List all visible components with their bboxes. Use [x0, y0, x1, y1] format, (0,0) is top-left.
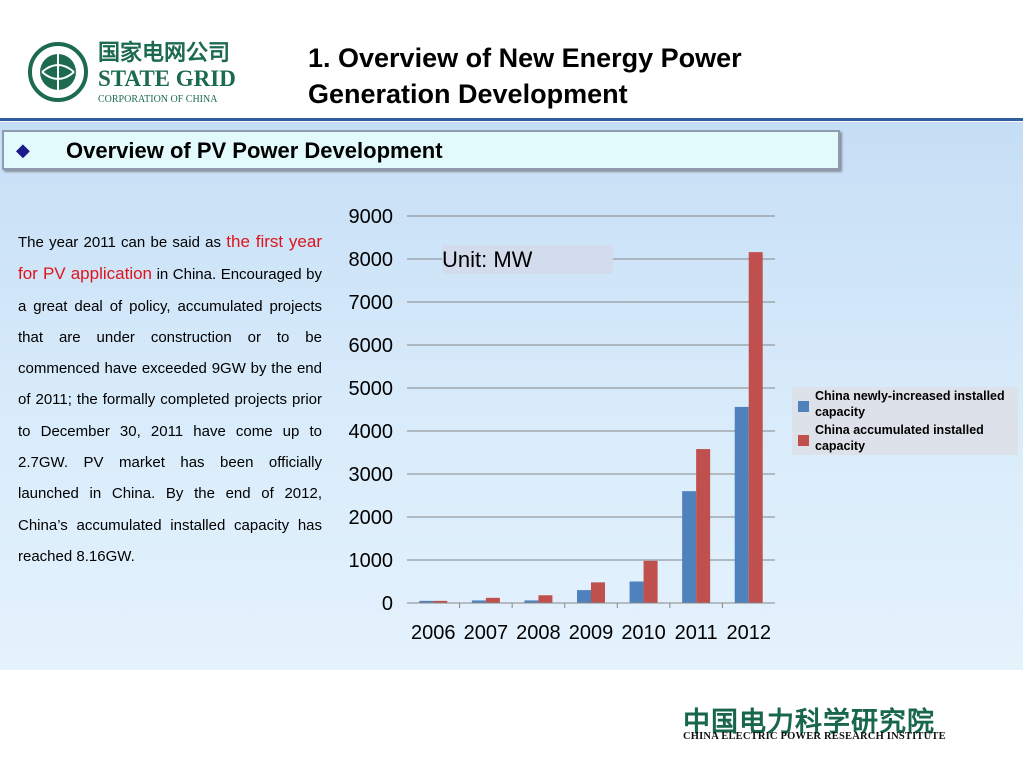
- chart-bars: [419, 252, 763, 603]
- bar-accumulated-2010: [643, 560, 658, 603]
- bar-accumulated-2007: [485, 597, 500, 603]
- body-text-2: in China. Encouraged by a great deal of …: [18, 266, 322, 565]
- bar-newly-2011: [682, 491, 697, 603]
- y-tick-label: 6000: [349, 335, 394, 357]
- x-tick-label: 2010: [621, 622, 666, 644]
- legend-swatch-accumulated: [798, 435, 809, 446]
- y-tick-label: 4000: [349, 421, 394, 443]
- bar-newly-2006: [419, 600, 434, 603]
- section-title: Overview of PV Power Development: [66, 138, 443, 163]
- bar-newly-2009: [577, 590, 591, 603]
- bar-accumulated-2009: [591, 582, 605, 603]
- x-tick-label: 2009: [569, 622, 614, 644]
- legend-label-newly: China newly-increased installed capacity: [815, 389, 1005, 419]
- svg-text:国家电网公司: 国家电网公司: [98, 40, 230, 66]
- svg-text:STATE GRID: STATE GRID: [98, 66, 236, 91]
- y-tick-label: 8000: [349, 249, 394, 271]
- header: 国家电网公司 STATE GRID CORPORATION OF CHINA 1…: [0, 0, 1023, 124]
- svg-text:CORPORATION OF CHINA: CORPORATION OF CHINA: [98, 94, 218, 105]
- bar-newly-2008: [524, 600, 539, 603]
- y-tick-label: 5000: [349, 378, 394, 400]
- x-axis-ticks: 2006 2007 2008 2009 2010 2011 2012: [411, 603, 771, 644]
- bar-accumulated-2012: [748, 252, 763, 603]
- bar-newly-2010: [629, 581, 644, 603]
- section-bar: ◆ Overview of PV Power Development: [2, 130, 840, 170]
- bar-accumulated-2006: [433, 600, 448, 603]
- body-paragraph: The year 2011 can be said as the first y…: [18, 226, 322, 572]
- body-text-1: The year 2011 can be said as: [18, 234, 227, 251]
- footer-logo-en: CHINA ELECTRIC POWER RESEARCH INSTITUTE: [683, 731, 946, 742]
- header-divider: [0, 118, 1023, 121]
- y-tick-label: 7000: [349, 292, 394, 314]
- bar-accumulated-2011: [696, 449, 711, 603]
- bar-newly-2012: [734, 406, 749, 603]
- y-tick-label: 3000: [349, 464, 394, 486]
- x-tick-label: 2011: [675, 622, 718, 644]
- y-tick-label: 0: [382, 593, 393, 615]
- diamond-bullet-icon: ◆: [16, 140, 30, 160]
- page-title: 1. Overview of New Energy Power Generati…: [308, 43, 742, 109]
- y-tick-label: 9000: [349, 206, 394, 228]
- bar-newly-2007: [471, 600, 486, 603]
- x-tick-label: 2008: [516, 622, 561, 644]
- bar-accumulated-2008: [538, 595, 553, 603]
- y-axis-ticks: 0 1000 2000 3000 4000 5000 6000 7000 8000 9000: [349, 206, 394, 615]
- x-tick-label: 2012: [726, 622, 771, 644]
- chart-legend: China newly-increased installed capacity…: [792, 387, 1018, 455]
- x-tick-label: 2006: [411, 622, 456, 644]
- footer-logo-cn: 中国电力科学研究院: [683, 707, 935, 737]
- x-tick-label: 2007: [464, 622, 509, 644]
- y-tick-label: 2000: [349, 507, 394, 529]
- unit-label: Unit: MW: [442, 245, 613, 274]
- y-tick-label: 1000: [349, 550, 394, 572]
- state-grid-logo: 国家电网公司 STATE GRID CORPORATION OF CHINA: [28, 40, 236, 105]
- legend-swatch-newly: [798, 401, 809, 412]
- legend-label-accumulated: China accumulated installed capacity: [815, 423, 984, 453]
- body-highlight: the first year for PV application: [18, 232, 322, 284]
